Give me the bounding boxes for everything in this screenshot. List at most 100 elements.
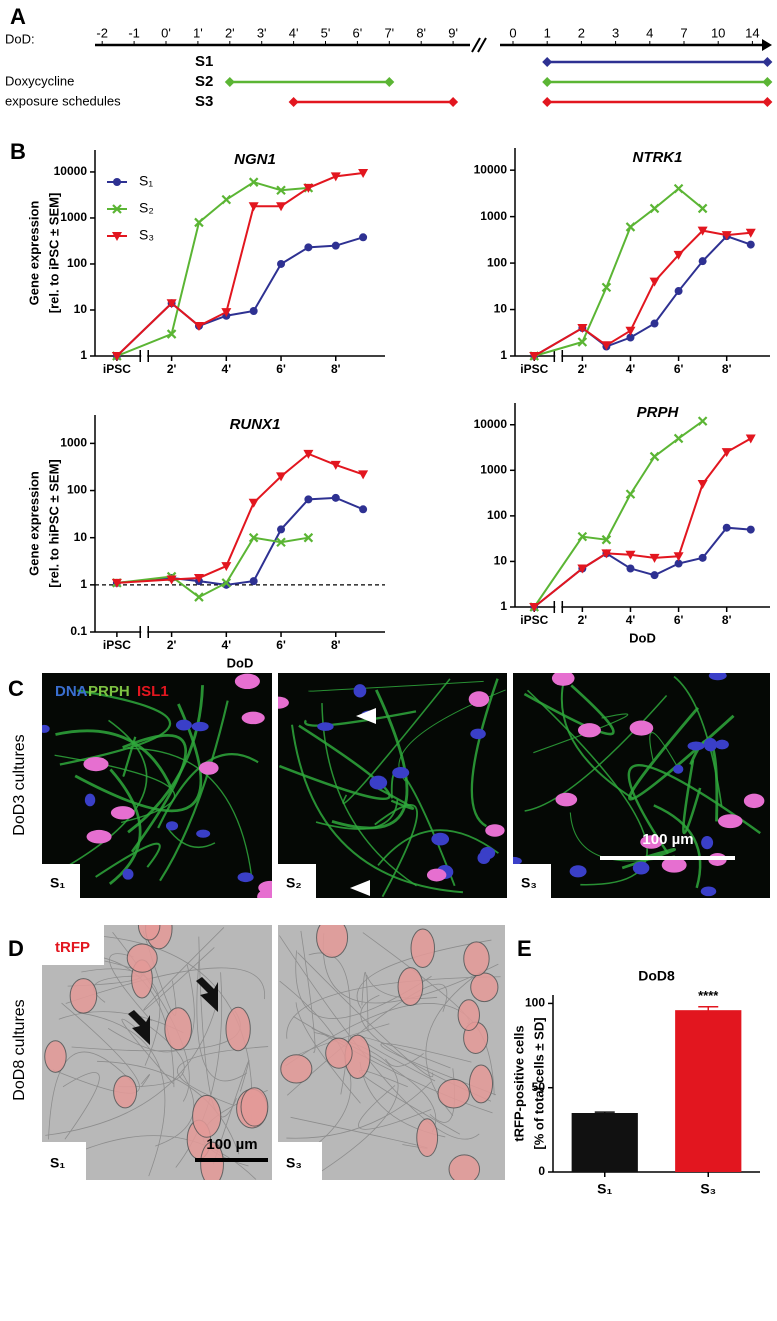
marker	[601, 534, 612, 545]
cell-body	[137, 925, 161, 941]
y-axis-label: [rel. to hiPSC ± SEM]	[46, 459, 61, 587]
neurite	[78, 1135, 257, 1180]
marker	[577, 564, 588, 574]
x-tick-label: 4'	[626, 362, 636, 376]
y-tick-label: 100	[487, 255, 507, 269]
marker	[359, 505, 368, 514]
marker	[698, 257, 707, 266]
neurite	[523, 684, 615, 736]
marker	[111, 352, 122, 361]
neurite	[81, 968, 161, 1066]
tick-label: 10	[711, 25, 725, 40]
neurite	[159, 700, 229, 882]
y-axis-label: [% of total cells ± SD]	[531, 1017, 546, 1149]
y-tick-label: 10000	[54, 164, 88, 178]
y-axis-label: Gene expression	[26, 201, 41, 306]
neurite	[62, 1072, 100, 1140]
marker	[649, 553, 660, 563]
marker	[722, 523, 731, 532]
schedule-end	[448, 97, 459, 107]
y-tick-label: 10	[74, 302, 88, 316]
chart-title: RUNX1	[230, 416, 281, 433]
schedule-end	[762, 77, 773, 87]
neurite	[293, 1016, 493, 1114]
neurite	[95, 842, 161, 878]
neurite	[285, 1003, 495, 1096]
neurite	[377, 829, 499, 866]
error-bar	[698, 1006, 719, 1015]
label-box	[278, 1142, 322, 1180]
x-tick-label: 2'	[167, 638, 177, 652]
scale-label: 100 µm	[206, 1136, 257, 1153]
legend-marker	[112, 232, 122, 241]
panel-label: A	[10, 4, 26, 29]
schedule-end	[762, 57, 773, 67]
schedule-label: Doxycycline	[5, 73, 74, 88]
neurite	[155, 1072, 195, 1147]
marker	[358, 168, 369, 178]
marker	[303, 532, 314, 543]
axis-break	[139, 626, 149, 638]
bar	[571, 1113, 638, 1172]
neurite	[93, 975, 143, 1003]
marker	[277, 525, 286, 534]
schedule-end	[384, 77, 395, 87]
series	[529, 434, 756, 612]
marker	[673, 183, 684, 194]
schedule-name: S3	[195, 93, 213, 110]
stain-label: PRPH	[88, 683, 130, 700]
y-tick-label: 1000	[60, 436, 87, 450]
cell-body	[325, 1037, 353, 1069]
cell-body	[240, 1087, 269, 1127]
x-tick-label: iPSC	[520, 613, 548, 627]
chart-title: PRPH	[637, 404, 680, 421]
legend-label: S₁	[139, 173, 153, 189]
x-tick-label: 6'	[674, 362, 684, 376]
y-axis-label: tRFP-positive cells	[511, 1025, 526, 1141]
neurite	[52, 1002, 140, 1094]
x-tick-label: 8'	[331, 638, 341, 652]
x-tick-label: 8'	[722, 362, 732, 376]
nucleus	[701, 836, 714, 850]
marker	[248, 177, 259, 187]
x-tick-label: 6'	[276, 362, 286, 376]
marker	[674, 287, 683, 296]
neurite	[295, 950, 432, 1019]
tick-label: 1	[544, 25, 551, 40]
stain-label: ISL1	[137, 683, 169, 700]
neurite	[300, 930, 316, 1053]
cell-body	[463, 941, 490, 977]
micrograph	[42, 673, 272, 898]
scale-label: 100 µm	[642, 831, 693, 848]
marker	[649, 203, 660, 214]
legend-label: S₂	[139, 200, 154, 216]
cell-body	[86, 829, 112, 844]
marker	[673, 433, 684, 444]
schedule-end	[288, 97, 299, 107]
marker	[625, 550, 636, 560]
side-label: DoD3 cultures	[11, 734, 28, 835]
nucleus	[708, 673, 727, 681]
schedule-label: exposure schedules	[5, 93, 121, 108]
axis-label: DoD:	[5, 31, 35, 46]
y-tick-label: 10000	[474, 162, 508, 176]
marker	[625, 489, 636, 499]
cell-body	[69, 978, 98, 1014]
marker	[721, 231, 732, 241]
arrow	[196, 977, 218, 1012]
neurite	[297, 952, 434, 1078]
neurite	[118, 1013, 185, 1088]
neurite	[560, 679, 635, 800]
nucleus	[42, 724, 50, 733]
marker	[697, 226, 708, 236]
series	[530, 523, 755, 611]
neurite	[121, 1018, 174, 1084]
marker	[166, 575, 177, 585]
nucleus	[237, 872, 254, 883]
cell-body	[457, 999, 480, 1031]
neurite	[533, 713, 629, 754]
neurite	[295, 1002, 361, 1104]
nucleus	[122, 868, 134, 880]
y-tick-label: 10	[494, 554, 508, 568]
neurite	[322, 933, 499, 1004]
